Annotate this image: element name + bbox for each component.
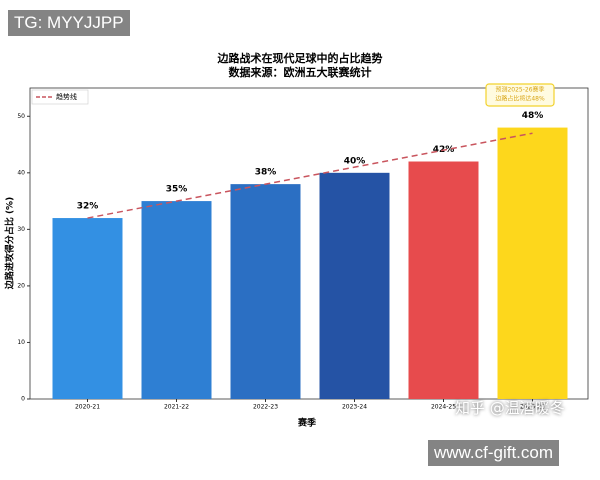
legend-label: 趋势线	[56, 92, 77, 101]
bar	[319, 172, 390, 399]
x-tick-label: 2021-22	[164, 404, 189, 411]
y-tick-label: 20	[17, 282, 25, 289]
bar	[497, 127, 568, 399]
y-tick-label: 40	[17, 169, 25, 176]
y-tick-label: 30	[17, 226, 25, 233]
watermark-tg: TG: MYYJJPP	[8, 10, 130, 36]
value-label: 48%	[522, 111, 544, 121]
bar	[52, 218, 123, 399]
x-tick-label: 2024-25	[431, 404, 456, 411]
y-tick-label: 50	[17, 113, 25, 120]
trend-line	[87, 132, 533, 219]
x-axis-label: 赛季	[297, 417, 317, 429]
plot-frame	[29, 87, 589, 400]
x-tick-label: 2023-24	[342, 404, 367, 411]
value-label: 40%	[344, 156, 366, 166]
bar	[141, 201, 212, 399]
y-tick-label: 0	[21, 396, 25, 403]
chart-title: 边路战术在现代足球中的占比趋势	[217, 51, 383, 65]
value-label: 38%	[255, 168, 277, 178]
annotation-text: 预测2025-26赛季	[495, 86, 544, 94]
watermark-site: www.cf-gift.com	[428, 440, 560, 466]
bar	[230, 184, 301, 399]
x-tick-label: 2020-21	[75, 404, 100, 411]
x-tick-label: 2025-26	[520, 404, 545, 411]
y-tick-label: 10	[17, 339, 25, 346]
x-tick-label: 2022-23	[253, 404, 278, 411]
legend-box	[31, 89, 89, 105]
bar	[408, 161, 479, 399]
annotation-box	[485, 83, 555, 107]
value-label: 32%	[77, 202, 99, 212]
value-label: 35%	[166, 185, 188, 195]
watermark-zhihu: 知乎 @温酒暖冬	[455, 399, 565, 417]
y-axis-label: 边路进攻得分占比 (%)	[4, 197, 16, 290]
annotation-text: 边路占比将达48%	[495, 95, 545, 103]
chart-subtitle: 数据来源：欧洲五大联赛统计	[229, 65, 372, 79]
